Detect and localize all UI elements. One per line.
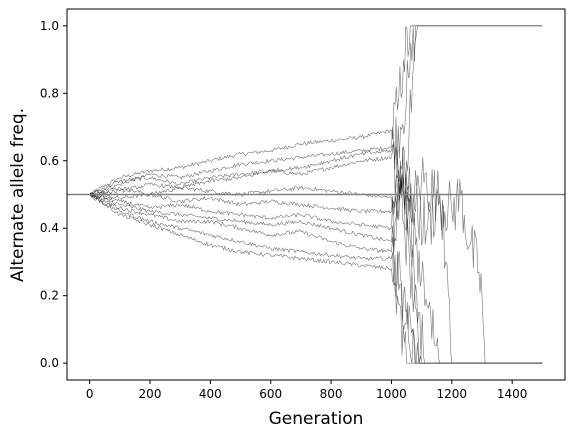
series-line-6 xyxy=(89,175,543,364)
y-tick-label: 1.0 xyxy=(40,19,59,33)
x-axis: 0 200 400 600 800 1000 1200 1400 xyxy=(86,380,528,401)
series-line-5 xyxy=(89,166,543,364)
x-tick-label: 600 xyxy=(259,387,282,401)
series-line-8 xyxy=(89,194,543,364)
series-line-4 xyxy=(89,147,543,364)
series-line-9 xyxy=(89,194,543,364)
series-line-10 xyxy=(89,178,543,364)
series-line-3 xyxy=(89,25,543,203)
plot-frame xyxy=(66,8,566,381)
x-axis-title: Generation xyxy=(269,409,364,429)
x-tick-label: 400 xyxy=(199,387,222,401)
y-tick-label: 0.6 xyxy=(40,154,59,168)
y-tick-label: 0.4 xyxy=(40,221,59,235)
series-line-7 xyxy=(89,194,543,364)
series-line-2 xyxy=(89,25,543,196)
series-layer xyxy=(89,25,543,364)
y-axis: 0.0 0.2 0.4 0.6 0.8 1.0 xyxy=(40,19,67,370)
y-tick-label: 0.2 xyxy=(40,289,59,303)
y-axis-title: Alternate allele freq. xyxy=(8,108,28,282)
series-line-1 xyxy=(89,25,543,195)
y-tick-label: 0.0 xyxy=(40,356,59,370)
x-tick-label: 1200 xyxy=(437,387,468,401)
x-tick-label: 0 xyxy=(86,387,94,401)
x-tick-label: 1400 xyxy=(497,387,528,401)
y-tick-label: 0.8 xyxy=(40,86,59,100)
x-tick-label: 800 xyxy=(320,387,343,401)
series-line-11 xyxy=(89,144,543,364)
x-tick-label: 200 xyxy=(139,387,162,401)
x-tick-label: 1000 xyxy=(376,387,407,401)
